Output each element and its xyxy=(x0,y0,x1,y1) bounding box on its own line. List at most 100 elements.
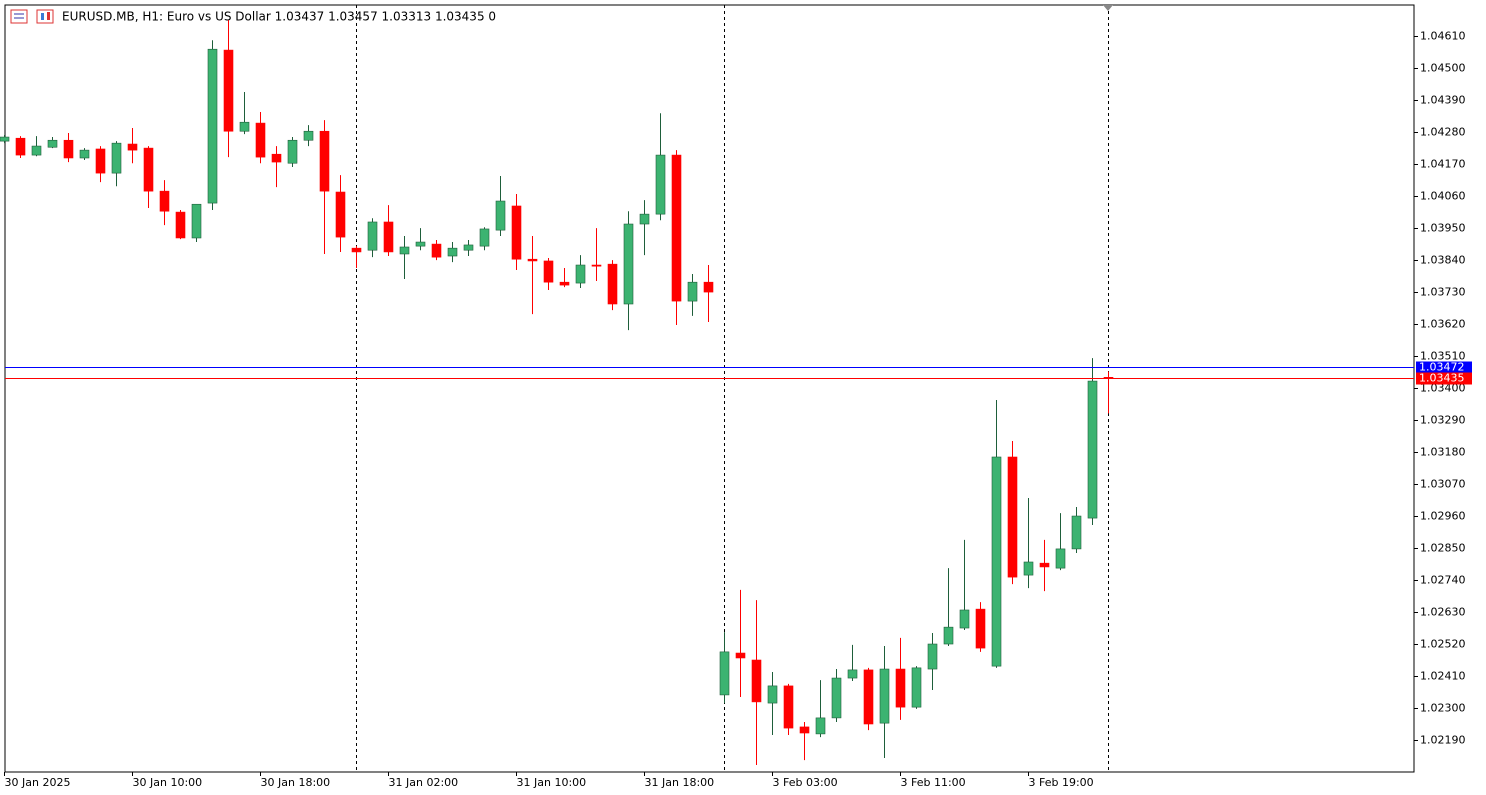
candle-body xyxy=(735,652,746,659)
candle-body xyxy=(495,200,506,231)
candle-body xyxy=(239,121,250,132)
candle-body xyxy=(255,122,266,158)
y-tick-label: 1.04610 xyxy=(1420,30,1466,43)
candle-body xyxy=(511,205,522,260)
candle-body xyxy=(767,685,778,704)
y-tick-label: 1.02520 xyxy=(1420,638,1466,651)
x-tick-label: 31 Jan 18:00 xyxy=(645,776,715,789)
candle-body xyxy=(207,48,218,204)
candle-body xyxy=(367,221,378,251)
x-tick-label: 3 Feb 03:00 xyxy=(773,776,838,789)
candle-body xyxy=(655,154,666,215)
candle-body xyxy=(943,626,954,645)
y-tick-label: 1.03290 xyxy=(1420,414,1466,427)
icon xyxy=(36,9,54,24)
y-tick-label: 1.03510 xyxy=(1420,350,1466,363)
candle-body xyxy=(63,139,74,159)
candle-body xyxy=(175,211,186,239)
candle-body xyxy=(31,145,42,156)
y-tick-label: 1.04060 xyxy=(1420,190,1466,203)
candle-body xyxy=(687,281,698,302)
candle-body xyxy=(863,669,874,725)
candle-body xyxy=(79,149,90,159)
candle-body xyxy=(591,264,602,267)
candle-body xyxy=(303,130,314,141)
x-tick-label: 31 Jan 02:00 xyxy=(389,776,459,789)
candle-body xyxy=(399,246,410,255)
icon xyxy=(47,12,50,20)
chart-header: EURUSD.MB, H1: Euro vs US Dollar 1.03437… xyxy=(62,10,496,24)
y-tick-label: 1.02740 xyxy=(1420,574,1466,587)
y-tick-label: 1.02850 xyxy=(1420,542,1466,555)
candle-body xyxy=(15,137,26,156)
candle-body xyxy=(831,677,842,719)
y-tick-label: 1.03950 xyxy=(1420,222,1466,235)
y-tick-label: 1.03730 xyxy=(1420,286,1466,299)
y-tick-label: 1.03620 xyxy=(1420,318,1466,331)
candle-body xyxy=(415,241,426,247)
icon xyxy=(41,13,44,20)
candle-body xyxy=(0,136,10,142)
candle-body xyxy=(159,190,170,212)
candle-body xyxy=(1023,561,1034,576)
candle-body xyxy=(479,228,490,247)
y-tick-label: 1.02410 xyxy=(1420,670,1466,683)
candle-body xyxy=(703,281,714,293)
candle-body xyxy=(751,659,762,703)
plot-frame xyxy=(4,4,1415,773)
y-tick-label: 1.02190 xyxy=(1420,734,1466,747)
x-tick-label: 30 Jan 18:00 xyxy=(261,776,331,789)
candle-body xyxy=(1071,515,1082,550)
candle-body xyxy=(335,191,346,238)
candle-body xyxy=(95,148,106,174)
y-tick-label: 1.02960 xyxy=(1420,510,1466,523)
candle-body xyxy=(959,609,970,629)
y-tick-label: 1.03400 xyxy=(1420,382,1466,395)
x-tick-label: 30 Jan 10:00 xyxy=(133,776,203,789)
candle-body xyxy=(719,651,730,696)
candle-body xyxy=(1055,548,1066,569)
candle-body xyxy=(991,456,1002,667)
x-tick-label: 3 Feb 19:00 xyxy=(1029,776,1094,789)
candle-body xyxy=(351,247,362,253)
candle-body xyxy=(463,244,474,251)
icon xyxy=(10,9,28,24)
y-tick-label: 1.04280 xyxy=(1420,126,1466,139)
candle-body xyxy=(623,223,634,305)
candle-body xyxy=(527,258,538,262)
candle-body xyxy=(1087,380,1098,519)
candle-body xyxy=(1039,562,1050,568)
shift-marker xyxy=(1103,5,1113,11)
price-label: 1.03472 xyxy=(1419,361,1465,374)
candle-body xyxy=(47,139,58,148)
price-label-box xyxy=(1416,361,1472,374)
candle-body xyxy=(447,247,458,257)
candle-body xyxy=(143,147,154,192)
y-tick-label: 1.04390 xyxy=(1420,94,1466,107)
candle-body xyxy=(671,154,682,302)
candle-body xyxy=(879,668,890,724)
candle-body xyxy=(111,142,122,174)
y-tick-label: 1.04500 xyxy=(1420,62,1466,75)
candle-body xyxy=(975,608,986,649)
candle-body xyxy=(895,668,906,708)
candle-body xyxy=(271,153,282,163)
y-tick-label: 1.04170 xyxy=(1420,158,1466,171)
price-label: 1.03435 xyxy=(1419,372,1465,385)
price-label-box xyxy=(1416,372,1472,385)
candle-body xyxy=(607,263,618,305)
candle-body xyxy=(575,264,586,284)
candle-body xyxy=(911,667,922,708)
header-icons xyxy=(10,9,54,24)
candle-body xyxy=(559,281,570,286)
y-tick-label: 1.03070 xyxy=(1420,478,1466,491)
day-separators xyxy=(356,5,1109,772)
x-tick-label: 3 Feb 11:00 xyxy=(901,776,966,789)
candle-body xyxy=(847,669,858,679)
candle-body xyxy=(287,139,298,164)
y-tick-label: 1.03180 xyxy=(1420,446,1466,459)
x-tick-label: 31 Jan 10:00 xyxy=(517,776,587,789)
candle-body xyxy=(431,243,442,258)
candle-body xyxy=(815,717,826,735)
